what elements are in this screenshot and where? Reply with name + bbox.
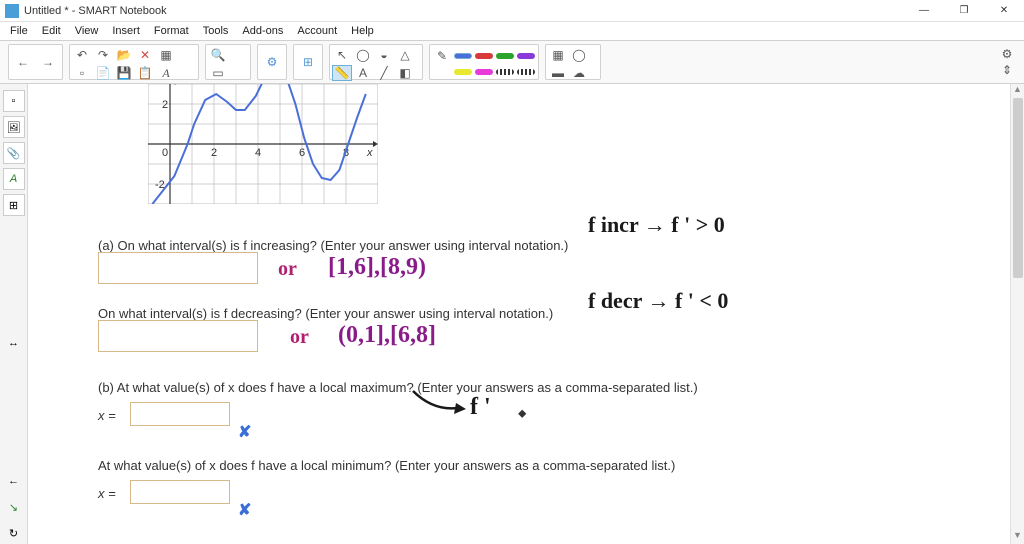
shape-tool-icon[interactable]: ◯	[569, 47, 589, 63]
minimize-button[interactable]: —	[904, 0, 944, 22]
graph: 2 -2 0 2 4 6 8 x y	[148, 84, 378, 204]
cursor-icon[interactable]: ↖	[332, 47, 352, 63]
svg-text:6: 6	[299, 147, 305, 159]
question-a: (a) On what interval(s) is f increasing?…	[98, 238, 568, 253]
screen-icon[interactable]: ▭	[208, 65, 228, 81]
x-equals-b: x =	[98, 408, 116, 423]
note-decr: f decr → f ' < 0	[588, 288, 728, 314]
question-b: (b) At what value(s) of x does f have a …	[98, 380, 698, 395]
sidebar: ▫ 🖼 📎 A ⊞ ↔ ← ↘ ↻	[0, 84, 28, 544]
zoom-icon[interactable]: 🔍	[208, 47, 228, 63]
ruler-icon[interactable]: 📏	[332, 65, 352, 81]
shape3-icon[interactable]: △	[395, 47, 415, 63]
close-button[interactable]: ✕	[984, 0, 1024, 22]
pen-green[interactable]	[496, 53, 514, 59]
pen-blue[interactable]	[454, 53, 472, 59]
window-title: Untitled * - SMART Notebook	[24, 5, 904, 17]
doc-icon[interactable]: 📄	[93, 65, 113, 81]
maximize-button[interactable]: ❐	[944, 0, 984, 22]
note-fprime: f '	[470, 394, 491, 421]
sidebar-left[interactable]: ←	[3, 470, 25, 492]
pen-purple[interactable]	[517, 53, 535, 59]
cursor-indicator: ⬥	[518, 406, 526, 421]
pen-dash2[interactable]	[517, 69, 535, 75]
sidebar-pages[interactable]: ▫	[3, 90, 25, 112]
menu-edit[interactable]: Edit	[36, 24, 67, 38]
sidebar-text[interactable]: A	[3, 168, 25, 190]
svg-text:x: x	[366, 147, 373, 159]
shape1-icon[interactable]: ◯	[353, 47, 373, 63]
menu-format[interactable]: Format	[148, 24, 195, 38]
open-icon[interactable]: 📂	[114, 47, 134, 63]
wrong-icon-b2: ✘	[238, 500, 251, 520]
pen-yellow[interactable]	[454, 69, 472, 75]
text-tool-icon[interactable]: A	[156, 65, 176, 81]
menu-file[interactable]: File	[4, 24, 34, 38]
gear-icon[interactable]: ⚙	[260, 47, 284, 77]
answer-box-a2	[98, 320, 258, 352]
menu-addons[interactable]: Add-ons	[236, 24, 289, 38]
menu-help[interactable]: Help	[345, 24, 380, 38]
menu-insert[interactable]: Insert	[106, 24, 146, 38]
redo-icon[interactable]: ↷	[93, 47, 113, 63]
sidebar-attach[interactable]: 📎	[3, 142, 25, 164]
sidebar-down[interactable]: ↘	[3, 496, 25, 518]
canvas[interactable]: 2 -2 0 2 4 6 8 x y (a) On what interval(…	[28, 84, 1024, 544]
question-a2: On what interval(s) is f decreasing? (En…	[98, 306, 553, 321]
svg-text:0: 0	[162, 147, 168, 159]
settings-icon[interactable]: ⚙	[998, 47, 1016, 61]
line-icon[interactable]: ╱	[374, 65, 394, 81]
table-icon[interactable]: ▦	[156, 47, 176, 63]
answer-box-b2[interactable]	[130, 480, 230, 504]
pen-icon[interactable]: ✎	[432, 48, 452, 64]
answer-box-b[interactable]	[130, 402, 230, 426]
x-equals-b2: x =	[98, 486, 116, 501]
puzzle-icon[interactable]: ⊞	[296, 47, 320, 77]
scrollbar[interactable]: ▲ ▼	[1010, 84, 1024, 544]
question-b2: At what value(s) of x does f have a loca…	[98, 458, 675, 473]
svg-text:2: 2	[211, 147, 217, 159]
menu-tools[interactable]: Tools	[197, 24, 235, 38]
forward-button[interactable]: →	[36, 47, 60, 77]
svg-text:2: 2	[162, 99, 168, 111]
cloud-icon[interactable]: ☁	[569, 65, 589, 81]
svg-text:4: 4	[255, 147, 261, 159]
app-icon	[5, 4, 19, 18]
menu-account[interactable]: Account	[291, 24, 343, 38]
answer-a1-purple: [1,6],[8,9)	[328, 254, 426, 281]
back-button[interactable]: ←	[11, 47, 35, 77]
answer-box-a1	[98, 252, 258, 284]
menu-view[interactable]: View	[69, 24, 105, 38]
answer-a2-or: or	[290, 326, 309, 349]
paste-icon[interactable]: 📋	[135, 65, 155, 81]
palette-icon[interactable]: ▦	[548, 47, 568, 63]
save-icon[interactable]: 💾	[114, 65, 134, 81]
pen-magenta[interactable]	[475, 69, 493, 75]
wrong-icon-b: ✘	[238, 422, 251, 442]
pen-palette: ✎	[429, 44, 539, 80]
fill-icon[interactable]: ▬	[548, 65, 568, 81]
sidebar-refresh[interactable]: ↻	[3, 522, 25, 544]
pen-dash1[interactable]	[496, 69, 514, 75]
text-a-icon[interactable]: A	[353, 65, 373, 81]
answer-a2-purple: (0,1],[6,8]	[338, 322, 436, 349]
delete-icon[interactable]: ✕	[135, 47, 155, 63]
new-page-icon[interactable]: ▫	[72, 65, 92, 81]
collapse-icon[interactable]: ⇕	[998, 63, 1016, 77]
eraser-icon[interactable]: ◧	[395, 65, 415, 81]
pen-red[interactable]	[475, 53, 493, 59]
sidebar-addons[interactable]: ⊞	[3, 194, 25, 216]
answer-a1-or: or	[278, 258, 297, 281]
sidebar-resize[interactable]: ↔	[3, 332, 25, 354]
undo-icon[interactable]: ↶	[72, 47, 92, 63]
note-incr: f incr → f ' > 0	[588, 212, 725, 238]
toolbar: ← → ↶ ↷ 📂 ✕ ▦ ▫ 📄 💾 📋 A 🔍 ▭ ⚙ ⊞ ↖ ◯ ◒ △ …	[0, 40, 1024, 84]
menu-bar: File Edit View Insert Format Tools Add-o…	[0, 22, 1024, 40]
shape2-icon[interactable]: ◒	[374, 47, 394, 63]
sidebar-gallery[interactable]: 🖼	[3, 116, 25, 138]
